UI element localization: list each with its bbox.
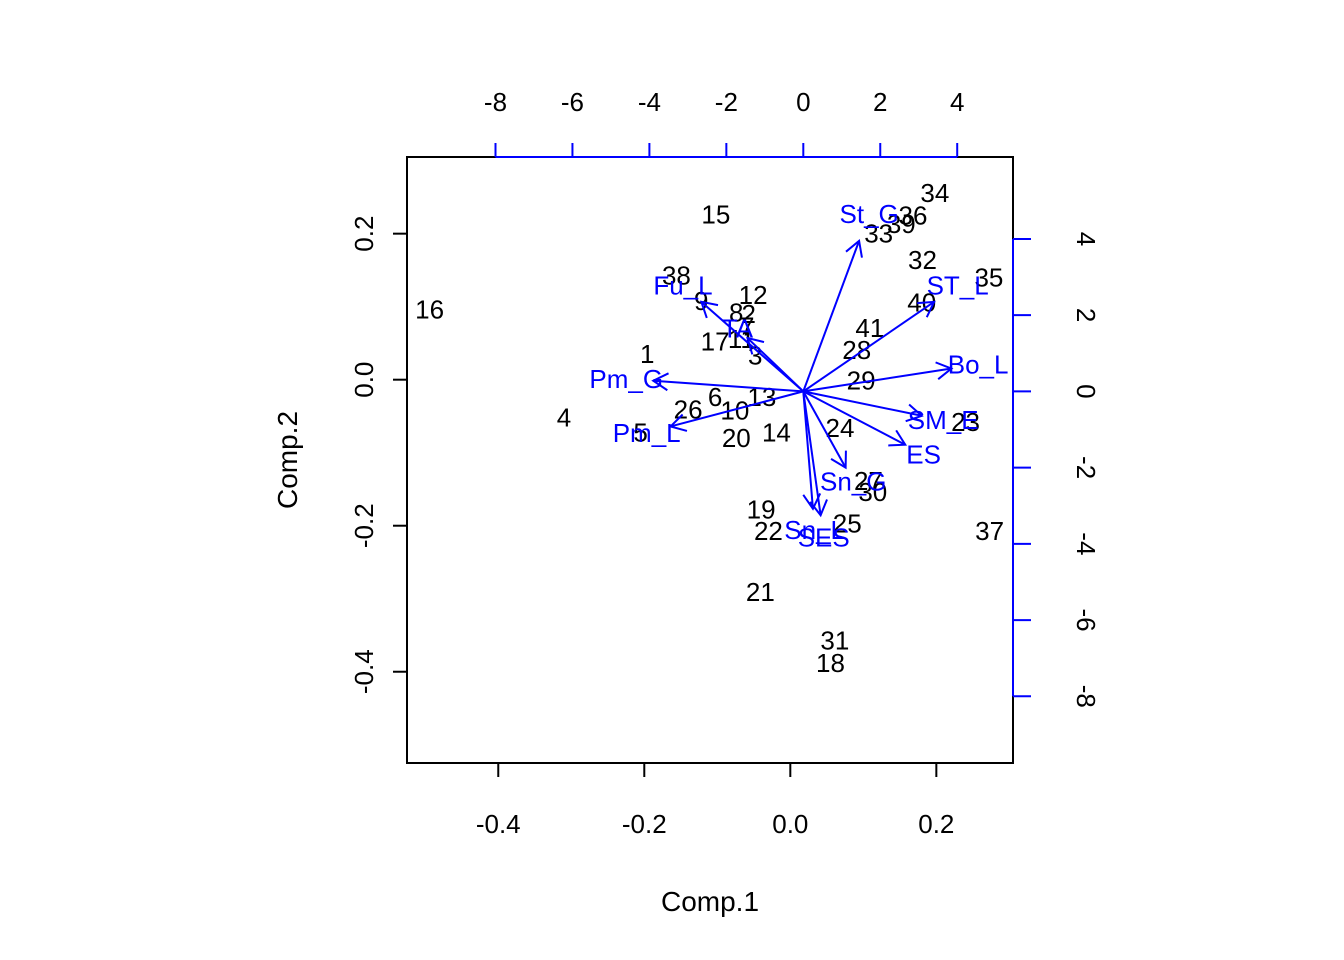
top-tick-label: 0 <box>796 87 810 117</box>
loading-label: TA <box>722 313 754 343</box>
observation-label: 5 <box>633 417 647 447</box>
y-tick-label: -0.4 <box>349 649 379 694</box>
loading-arrowhead <box>802 492 822 511</box>
observation-label: 14 <box>762 417 791 447</box>
observation-label: 2 <box>741 299 755 329</box>
loading-label: St_G <box>840 199 899 229</box>
loading-arrowhead <box>699 300 719 319</box>
loading-arrow <box>802 390 906 446</box>
top-axis: -8 -6 -4 -2 0 2 4 <box>484 87 964 158</box>
observation-label: 37 <box>975 516 1004 546</box>
loading-arrowhead <box>668 413 688 432</box>
y-tick-label: -0.2 <box>349 503 379 548</box>
loading-arrow <box>746 337 804 393</box>
loading-arrow <box>802 240 861 392</box>
observation-label: 41 <box>855 313 884 343</box>
right-tick-label: -4 <box>1071 532 1101 555</box>
observation-label: 33 <box>864 219 893 249</box>
observation-label: 8 <box>729 298 743 328</box>
observation-label: 13 <box>747 382 776 412</box>
observation-label: 24 <box>826 413 855 443</box>
observation-label: 16 <box>415 295 444 325</box>
loading-label: Pm_G <box>589 364 663 394</box>
loading-arrowhead <box>830 450 847 470</box>
observation-label: 32 <box>908 245 937 275</box>
observation-label: 19 <box>747 495 776 525</box>
x-tick-label: 0.2 <box>918 809 954 839</box>
observation-label: 34 <box>920 178 949 208</box>
loading-label: Fu_L <box>653 271 712 301</box>
observation-label: 15 <box>701 200 730 230</box>
observation-label: 22 <box>754 516 783 546</box>
observation-label: 1 <box>640 339 654 369</box>
loading-arrowhead <box>888 429 908 447</box>
x-tick-label: -0.4 <box>476 809 521 839</box>
loading-arrow <box>653 379 804 393</box>
top-tick-label: -2 <box>715 87 738 117</box>
loading-label: SM_E <box>908 405 979 435</box>
loading-arrowhead <box>746 336 765 355</box>
y-tick-label: 0.0 <box>349 362 379 398</box>
loading-label: Pm_L <box>613 418 681 448</box>
loading-label: Sn_G <box>820 466 887 496</box>
observation-label: 20 <box>722 423 751 453</box>
top-tick-label: -8 <box>484 87 507 117</box>
loading-arrowhead <box>845 238 863 258</box>
observation-label: 28 <box>842 335 871 365</box>
right-tick-label: -2 <box>1071 456 1101 479</box>
observation-label: 21 <box>746 577 775 607</box>
observation-label: 12 <box>739 280 768 310</box>
loading-arrow <box>670 390 804 428</box>
loading-arrow <box>802 391 822 516</box>
y-tick-label: 0.2 <box>349 216 379 252</box>
right-tick-label: 0 <box>1071 384 1101 398</box>
x-tick-label: -0.2 <box>622 809 667 839</box>
observation-label: 36 <box>899 200 928 230</box>
observation-label: 25 <box>833 509 862 539</box>
loading-arrow <box>802 301 935 393</box>
right-tick-label: -6 <box>1071 609 1101 632</box>
observation-label: 6 <box>708 382 722 412</box>
x-axis-title: Comp.1 <box>661 886 759 917</box>
top-tick-label: 4 <box>950 87 964 117</box>
loading-label: Sn_L <box>784 515 845 545</box>
y-axis-title: Comp.2 <box>272 411 303 509</box>
loading-arrow <box>802 390 847 469</box>
left-axis: -0.4 -0.2 0.0 0.2 <box>349 216 408 694</box>
observation-label: 27 <box>854 466 883 496</box>
loading-arrowhead <box>917 300 936 318</box>
loading-label: ST_L <box>927 271 989 301</box>
observation-label: 18 <box>816 648 845 678</box>
top-tick-label: -6 <box>561 87 584 117</box>
loading-label: ES <box>906 439 941 469</box>
observation-label: 31 <box>820 625 849 655</box>
bottom-axis: -0.4 -0.2 0.0 0.2 <box>476 762 954 839</box>
observation-label: 23 <box>951 407 980 437</box>
observation-label: 17 <box>701 327 730 357</box>
observation-label: 38 <box>662 260 691 290</box>
loading-label: Bo_L <box>948 349 1009 379</box>
loading-arrow <box>802 391 814 509</box>
observation-label: 35 <box>974 262 1003 292</box>
top-tick-label: -4 <box>638 87 661 117</box>
observation-label: 30 <box>858 477 887 507</box>
x-tick-label: 0.0 <box>772 809 808 839</box>
observation-label: 7 <box>740 311 754 341</box>
loading-arrowhead <box>905 403 924 423</box>
observation-label: 4 <box>557 403 571 433</box>
loading-arrow <box>803 390 923 417</box>
top-tick-label: 2 <box>873 87 887 117</box>
observation-labels: 1234567891011121314151617181920212223242… <box>415 178 1004 678</box>
right-tick-label: 2 <box>1071 308 1101 322</box>
loading-arrowhead <box>651 372 669 392</box>
right-tick-label: -8 <box>1071 685 1101 708</box>
right-tick-label: 4 <box>1071 232 1101 246</box>
loading-arrowhead <box>935 361 954 380</box>
loading-label: SES <box>798 523 850 553</box>
right-axis: -8 -6 -4 -2 0 2 4 <box>1012 232 1101 708</box>
loading-arrow <box>803 367 952 393</box>
observation-label: 39 <box>887 209 916 239</box>
